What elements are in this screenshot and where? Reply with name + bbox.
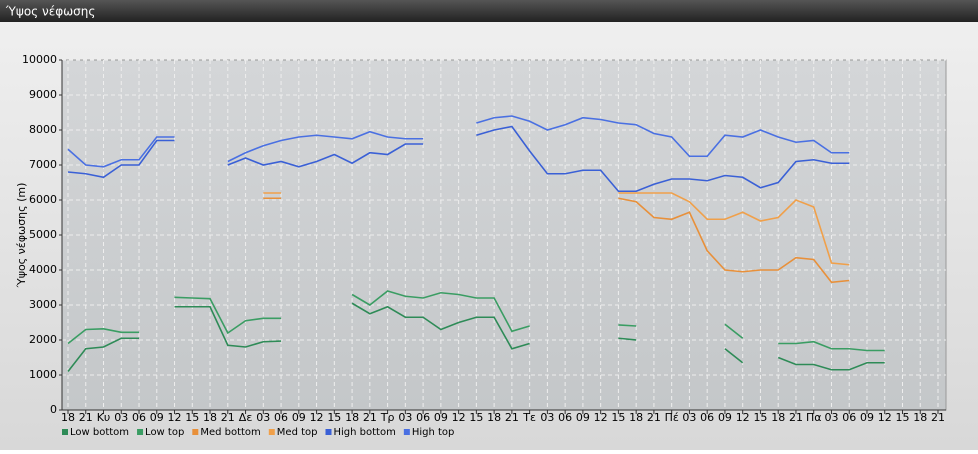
legend-label: Low top: [145, 427, 184, 438]
series-line: [263, 197, 850, 284]
x-tick-label: 15: [185, 411, 199, 424]
x-tick-label: 06: [274, 411, 288, 424]
x-tick-label: 15: [753, 411, 767, 424]
legend-label: High top: [412, 427, 455, 438]
y-axis-label: Ύψος νέφωσης (m): [15, 183, 28, 289]
y-tick-label: 9000: [29, 88, 57, 101]
y-tick-label: 2000: [29, 333, 57, 346]
x-tick-label: 03: [114, 411, 128, 424]
x-tick-label: 03: [824, 411, 838, 424]
legend-swatch: [325, 429, 332, 435]
series-line: [67, 302, 885, 372]
x-tick-label: Πέ: [665, 411, 679, 424]
legend-label: Med top: [277, 427, 318, 438]
x-tick-label: Πα: [806, 411, 822, 424]
x-tick-label: 21: [221, 411, 235, 424]
x-tick-label: 12: [736, 411, 750, 424]
title-bar: [0, 0, 978, 22]
y-tick-label: 3000: [29, 298, 57, 311]
x-tick-label: Κυ: [97, 411, 111, 424]
x-tick-label: 21: [931, 411, 945, 424]
x-tick-label: 06: [416, 411, 430, 424]
x-tick-label: 09: [150, 411, 164, 424]
x-tick-label: 15: [895, 411, 909, 424]
x-tick-label: 18: [913, 411, 927, 424]
y-tick-label: 1000: [29, 368, 57, 381]
legend-swatch: [403, 429, 410, 435]
x-tick-label: 15: [611, 411, 625, 424]
x-tick-label: 09: [860, 411, 874, 424]
x-tick-label: 12: [310, 411, 324, 424]
x-tick-label: 18: [203, 411, 217, 424]
x-tick-label: 03: [682, 411, 696, 424]
x-tick-label: 06: [132, 411, 146, 424]
x-tick-label: 09: [434, 411, 448, 424]
x-tick-label: 21: [789, 411, 803, 424]
x-tick-label: 18: [487, 411, 501, 424]
x-tick-label: 06: [700, 411, 714, 424]
chart-title: Ύψος νέφωσης: [5, 5, 95, 19]
y-tick-label: 0: [50, 403, 57, 416]
x-tick-label: Τε: [522, 411, 536, 424]
y-tick-label: 7000: [29, 158, 57, 171]
x-tick-label: 21: [505, 411, 519, 424]
series-line: [67, 290, 885, 352]
legend-swatch: [62, 429, 68, 435]
x-tick-label: 21: [647, 411, 661, 424]
legend-label: Med bottom: [200, 427, 260, 438]
x-tick-label: 12: [452, 411, 466, 424]
y-tick-label: 4000: [29, 263, 57, 276]
x-tick-label: 15: [327, 411, 341, 424]
series-line: [263, 192, 850, 266]
x-tick-label: 06: [842, 411, 856, 424]
x-tick-label: 18: [61, 411, 75, 424]
y-tick-label: 10000: [22, 53, 57, 66]
x-tick-label: 21: [363, 411, 377, 424]
series-line: [67, 115, 850, 168]
x-tick-label: 18: [771, 411, 785, 424]
legend-swatch: [192, 429, 199, 435]
x-tick-label: 03: [398, 411, 412, 424]
legend-swatch: [268, 429, 275, 435]
x-tick-label: 12: [168, 411, 182, 424]
x-tick-label: 15: [469, 411, 483, 424]
x-tick-label: Τρ: [380, 411, 395, 424]
x-tick-label: 18: [629, 411, 643, 424]
x-tick-label: 03: [540, 411, 554, 424]
y-tick-label: 8000: [29, 123, 57, 136]
y-tick-label: 6000: [29, 193, 57, 206]
x-tick-label: 03: [256, 411, 270, 424]
x-tick-label: 09: [576, 411, 590, 424]
x-tick-label: 21: [79, 411, 93, 424]
legend-swatch: [137, 429, 144, 435]
x-tick-label: 18: [345, 411, 359, 424]
series-line: [67, 125, 850, 193]
x-tick-label: 09: [292, 411, 306, 424]
x-tick-label: 12: [594, 411, 608, 424]
x-tick-label: 09: [718, 411, 732, 424]
x-tick-label: 12: [878, 411, 892, 424]
x-tick-label: Δε: [239, 411, 253, 424]
x-tick-label: 06: [558, 411, 572, 424]
y-tick-label: 5000: [29, 228, 57, 241]
legend-label: High bottom: [334, 427, 396, 438]
legend-label: Low bottom: [70, 427, 129, 438]
